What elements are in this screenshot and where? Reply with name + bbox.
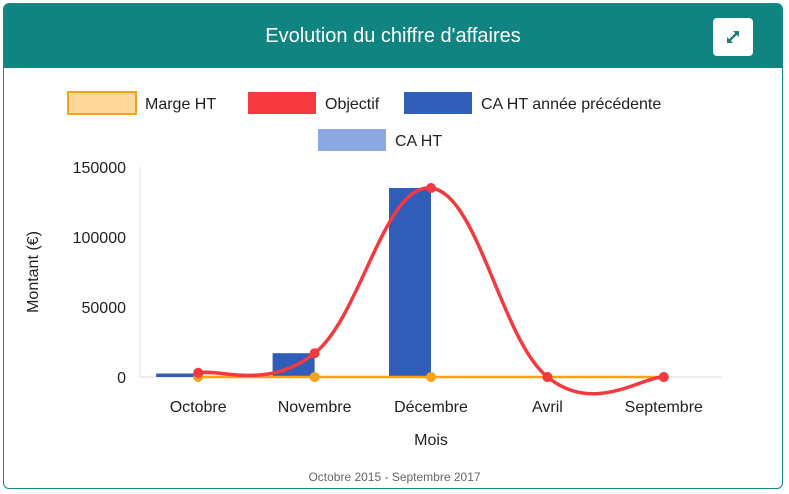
legend-label-ca-ht-ann-e-pr-c-dente: CA HT année précédente	[481, 96, 661, 113]
bar-ca-ht-ann-e-pr-c-dente	[389, 188, 431, 377]
point-marge-ht	[309, 372, 320, 382]
card-title: Evolution du chiffre d'affaires	[265, 25, 521, 47]
legend-label-marge-ht: Marge HT	[145, 96, 216, 113]
point-objectif	[309, 348, 320, 359]
y-tick-label: 50000	[82, 300, 127, 317]
expand-arrows-icon	[727, 31, 739, 43]
point-objectif	[426, 183, 436, 193]
point-objectif	[542, 372, 553, 382]
period-footer: Octobre 2015 - Septembre 2017	[308, 470, 481, 484]
y-tick-label: 150000	[73, 160, 126, 177]
legend-swatch-objectif	[248, 92, 316, 114]
legend-swatch-marge-ht	[67, 91, 137, 115]
legend-swatch-ca-ht	[318, 129, 386, 151]
x-axis-title: Mois	[414, 432, 448, 449]
x-tick-label: Septembre	[625, 399, 703, 416]
revenue-chart: 0 50000 100000 150000 Montant (€) Octobre Nove…	[25, 91, 722, 449]
bar-ca-ht-ann-e-pr-c-dente	[156, 373, 199, 377]
legend-swatch-ca-ht-ann-e-pr-c-dente	[404, 92, 472, 114]
x-tick-label: Avril	[532, 399, 563, 416]
point-marge-ht	[426, 372, 436, 382]
x-tick-label: Novembre	[278, 399, 352, 416]
x-tick-label: Octobre	[170, 399, 227, 416]
y-tick-label: 100000	[73, 230, 126, 247]
legend-label-ca-ht: CA HT	[395, 133, 442, 150]
point-objectif	[658, 372, 669, 382]
point-objectif	[193, 367, 204, 378]
chart-card: Evolution du chiffre d'affaires	[3, 3, 783, 489]
y-axis-title: Montant (€)	[25, 231, 42, 313]
card-header: Evolution du chiffre d'affaires	[4, 4, 782, 68]
x-tick-label: Décembre	[394, 399, 468, 416]
expand-button[interactable]	[713, 18, 753, 56]
y-tick-label: 0	[117, 370, 126, 387]
legend-label-objectif: Objectif	[325, 96, 380, 113]
